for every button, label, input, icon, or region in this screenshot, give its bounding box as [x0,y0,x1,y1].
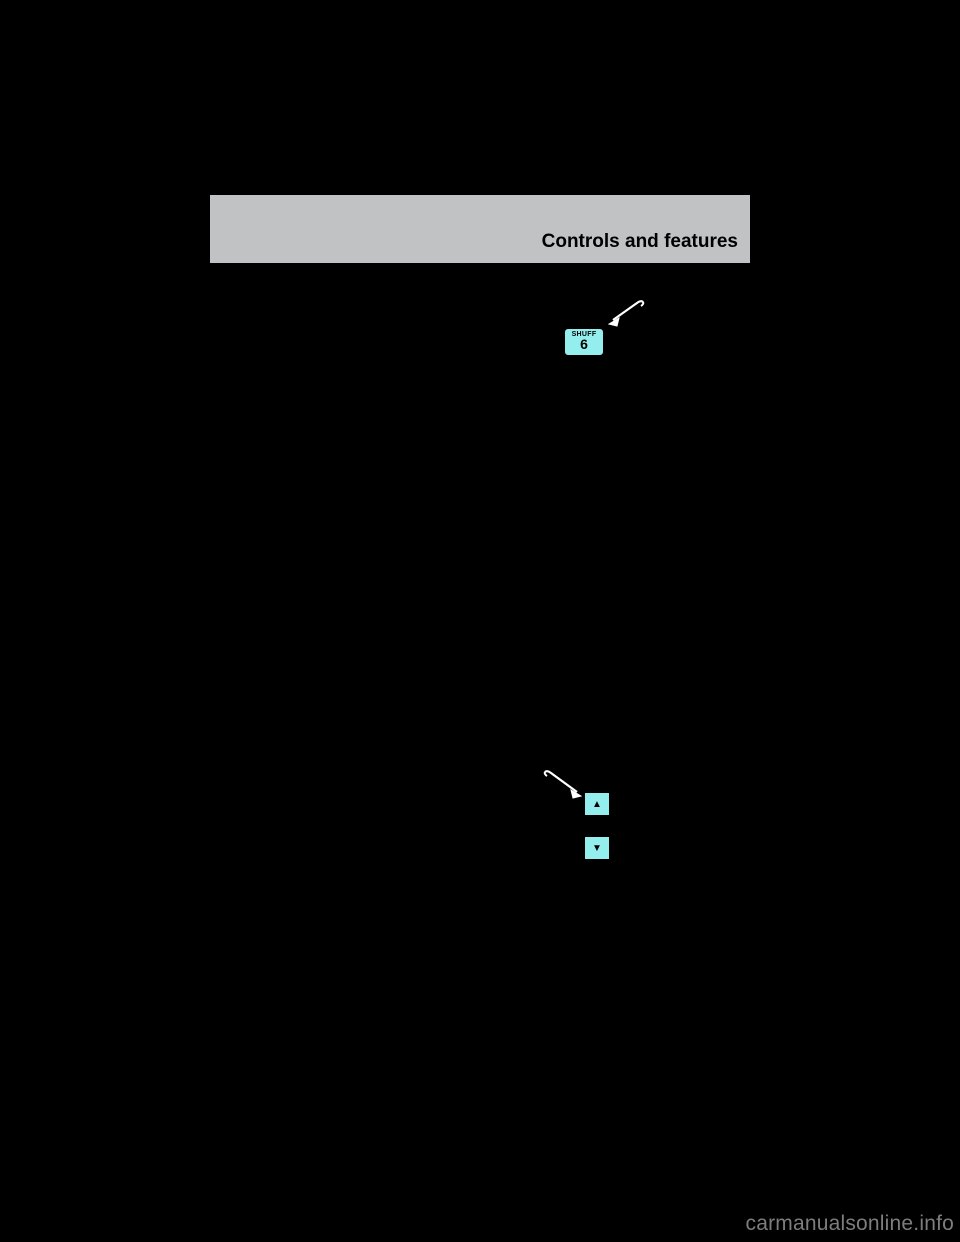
pointer-arrow-icon [605,300,645,330]
up-down-divider [584,816,610,836]
shuff-number: 6 [565,338,603,350]
shuff-button[interactable]: SHUFF 6 [563,327,605,357]
triangle-down-icon: ▼ [592,843,602,854]
watermark-text: carmanualsonline.info [746,1212,955,1236]
header-bar: Controls and features [210,195,750,263]
page-title: Controls and features [542,231,738,253]
up-down-control[interactable]: ▲ ▼ [584,792,610,864]
display-panel-1 [515,557,663,605]
pointer-arrow-icon [543,770,588,800]
display-panel-2 [515,699,663,747]
triangle-up-icon: ▲ [592,799,602,810]
down-button[interactable]: ▼ [584,836,610,860]
